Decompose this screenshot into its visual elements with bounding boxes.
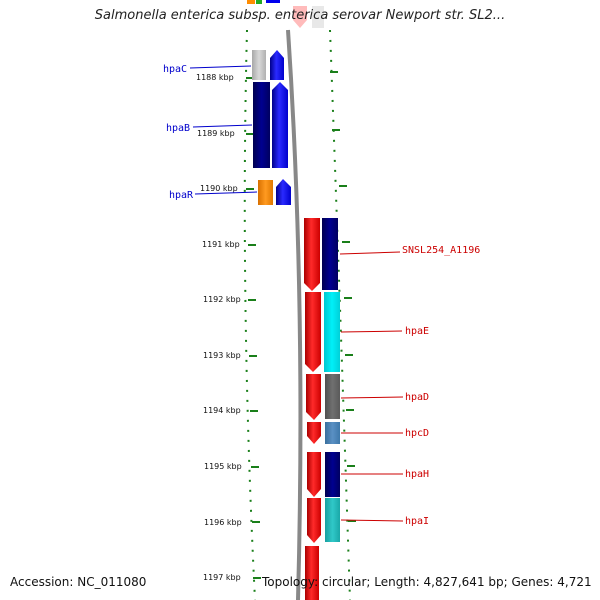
tick-label: 1188 kbp bbox=[196, 73, 234, 82]
gene-hpaE-arrow[interactable] bbox=[305, 292, 321, 372]
gene-label-hpaI: hpaI bbox=[405, 516, 429, 527]
map-title: Salmonella enterica subsp. enterica sero… bbox=[94, 8, 506, 23]
gene-hpaB-cog[interactable] bbox=[253, 82, 270, 168]
gene-hpcD-arrow[interactable] bbox=[307, 422, 321, 444]
gene-label-SNSL254_A1196: SNSL254_A1196 bbox=[402, 245, 480, 256]
gene-hpaI-cog[interactable] bbox=[325, 498, 340, 542]
gene-label-hpaD: hpaD bbox=[405, 392, 429, 403]
accession-text: Accession: NC_011080 bbox=[10, 575, 147, 589]
topology-text: Topology: circular; Length: 4,827,641 bp… bbox=[262, 575, 592, 589]
gene-label-hpaB: hpaB bbox=[166, 123, 190, 134]
gene-hpaH-cog[interactable] bbox=[325, 452, 340, 497]
gene-hpaI-arrow[interactable] bbox=[307, 498, 321, 543]
gene-label-hpaC: hpaC bbox=[163, 64, 187, 75]
gene-label-hpaR: hpaR bbox=[169, 190, 194, 201]
backbone-ring bbox=[286, 29, 303, 600]
gene-hpcD-cog[interactable] bbox=[325, 422, 340, 444]
tick-label: 1190 kbp bbox=[200, 184, 238, 193]
top-feature-green bbox=[256, 0, 262, 4]
gene-hpaE-cog[interactable] bbox=[324, 292, 340, 372]
gene-label-hpaE: hpaE bbox=[405, 326, 429, 337]
tick-label: 1193 kbp bbox=[203, 351, 241, 360]
forward-strand-genes bbox=[304, 218, 340, 600]
gene-partial-bottom bbox=[305, 546, 319, 600]
tick-marks-left bbox=[246, 77, 261, 579]
tick-label: 1194 kbp bbox=[203, 406, 241, 415]
top-feature-orange bbox=[247, 0, 255, 4]
tick-label: 1197 kbp bbox=[203, 573, 241, 582]
reverse-strand-genes bbox=[252, 50, 291, 205]
gene-hpaC-cog[interactable] bbox=[252, 50, 266, 80]
gene-hpaC-arrow[interactable] bbox=[270, 50, 284, 80]
tick-label: 1192 kbp bbox=[203, 295, 241, 304]
tick-label: 1195 kbp bbox=[204, 462, 242, 471]
gene-hpaH-arrow[interactable] bbox=[307, 452, 321, 497]
gene-hpaR-cog[interactable] bbox=[258, 180, 273, 205]
gene-hpaR-arrow[interactable] bbox=[276, 179, 291, 205]
gene-hpaB-arrow[interactable] bbox=[272, 82, 288, 168]
top-feature-light bbox=[312, 6, 324, 28]
gene-label-hpcD: hpcD bbox=[405, 428, 429, 439]
gene-hpaD-cog[interactable] bbox=[325, 374, 340, 419]
gene-SNSL254_A1196-cog[interactable] bbox=[322, 218, 338, 290]
gene-hpaD-arrow[interactable] bbox=[306, 374, 321, 420]
top-feature-blue bbox=[266, 0, 280, 3]
tick-label: 1191 kbp bbox=[202, 240, 240, 249]
gene-SNSL254_A1196-arrow[interactable] bbox=[304, 218, 320, 291]
label-leader-lines bbox=[189, 65, 404, 522]
top-feature-pink-arrow bbox=[293, 6, 307, 28]
tick-label: 1196 kbp bbox=[204, 518, 242, 527]
tick-label: 1189 kbp bbox=[197, 129, 235, 138]
tick-marks-right bbox=[330, 71, 356, 522]
gene-label-hpaH: hpaH bbox=[405, 469, 429, 480]
